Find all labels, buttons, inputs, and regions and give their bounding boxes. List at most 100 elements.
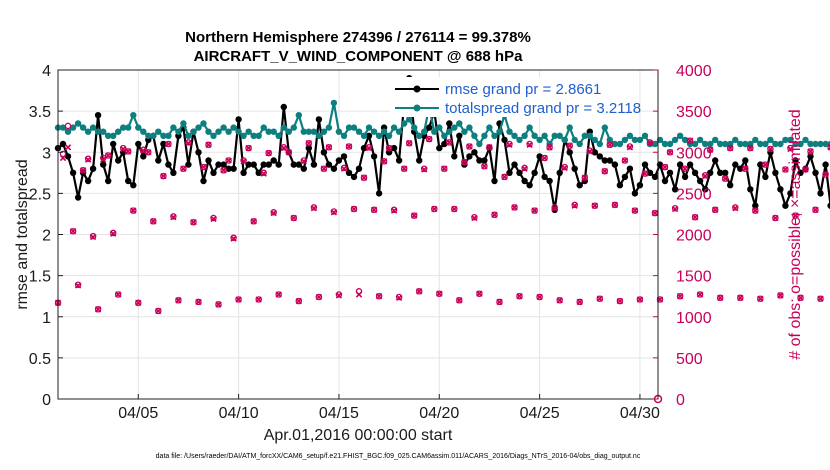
obs-possible-point <box>405 139 413 147</box>
rmse-point <box>115 157 122 164</box>
obs-possible-point <box>526 140 533 148</box>
totalspread-point <box>105 132 112 139</box>
obs-assimilated-point <box>160 172 167 180</box>
rmse-point <box>591 149 598 156</box>
rmse-point <box>110 140 117 148</box>
totalspread-point <box>596 140 603 148</box>
obs-assimilated-point <box>461 158 468 166</box>
rmse-point <box>762 173 769 181</box>
obs-possible-point <box>721 175 729 182</box>
rmse-point <box>185 161 192 168</box>
rmse-point <box>752 202 759 209</box>
obs-possible-point <box>89 232 97 240</box>
legend-background <box>390 77 630 117</box>
obs-possible-point <box>395 293 403 301</box>
obs-possible-point <box>114 291 122 298</box>
totalspread-point <box>486 124 493 131</box>
rmse-point <box>270 157 277 164</box>
rmse-point <box>310 161 318 168</box>
obs-assimilated-point <box>320 165 328 172</box>
obs-possible-point <box>109 229 117 237</box>
obs-assimilated-point <box>140 147 147 154</box>
obs-possible-point <box>747 144 754 152</box>
totalspread-point <box>782 136 789 144</box>
obs-assimilated-point <box>240 158 247 165</box>
obs-assimilated-point <box>792 212 799 219</box>
totalspread-point <box>150 132 157 139</box>
legend-rmse-marker <box>413 85 421 93</box>
totalspread-point <box>822 140 829 148</box>
totalspread-point <box>641 132 649 139</box>
obs-assimilated-point <box>195 298 202 306</box>
obs-possible-point <box>230 234 237 242</box>
obs-assimilated-point <box>611 201 619 209</box>
obs-assimilated-point <box>681 165 689 172</box>
obs-possible-point <box>275 291 282 298</box>
rmse-point <box>105 177 112 185</box>
rmse-point <box>696 177 704 185</box>
obs-possible-point <box>385 144 393 152</box>
rmse-point <box>225 165 232 172</box>
y-left-tick-label: 0 <box>42 392 51 409</box>
rmse-point <box>295 161 302 168</box>
obs-possible-point <box>601 167 609 175</box>
totalspread-point <box>511 132 518 139</box>
obs-assimilated-point <box>340 165 348 172</box>
obs-assimilated-point <box>757 295 764 302</box>
y-right-tick-label: 4000 <box>676 63 712 80</box>
rmse-point <box>74 194 82 201</box>
totalspread-point <box>421 128 428 135</box>
obs-assimilated-point <box>180 165 187 172</box>
obs-possible-point <box>511 204 518 211</box>
obs-possible-point <box>84 155 92 163</box>
totalspread-point <box>691 140 699 148</box>
totalspread-point <box>551 132 558 139</box>
obs-assimilated-point <box>822 171 829 178</box>
rmse-point <box>436 144 443 152</box>
rmse-point <box>125 177 132 185</box>
rmse-point <box>812 169 819 176</box>
rmse-point <box>205 157 212 164</box>
totalspread-point <box>787 136 794 144</box>
totalspread-point <box>205 128 212 135</box>
obs-possible-point <box>280 144 288 151</box>
obs-possible-point <box>666 149 674 156</box>
obs-assimilated-point <box>752 207 759 214</box>
obs-possible-point <box>425 135 433 143</box>
totalspread-point <box>200 120 207 127</box>
obs-assimilated-point <box>155 307 162 315</box>
rmse-point <box>245 161 252 168</box>
totalspread-point <box>631 136 639 144</box>
obs-possible-point <box>94 306 102 313</box>
rmse-point <box>325 161 333 168</box>
totalspread-point <box>531 132 538 139</box>
rmse-point <box>506 169 513 176</box>
obs-assimilated-point <box>651 209 659 217</box>
obs-assimilated-point <box>676 293 684 300</box>
totalspread-point <box>606 136 613 144</box>
rmse-point <box>84 177 92 185</box>
x-tick-label: 04/20 <box>419 405 459 422</box>
obs-assimilated-point <box>416 288 423 295</box>
y-right-tick-label: 0 <box>676 392 685 409</box>
obs-assimilated-point <box>772 214 779 222</box>
obs-assimilated-point <box>551 205 558 212</box>
rmse-point <box>732 161 739 168</box>
rmse-point <box>501 136 508 144</box>
obs-assimilated-point <box>170 214 177 221</box>
obs-possible-point <box>481 162 488 170</box>
obs-assimilated-point <box>79 167 87 174</box>
totalspread-point <box>365 124 373 131</box>
rmse-point <box>481 157 488 164</box>
totalspread-point <box>752 136 759 144</box>
totalspread-point <box>350 124 358 131</box>
obs-assimilated-point <box>225 157 232 164</box>
totalspread-point <box>270 128 277 135</box>
x-axis-label: Apr.01,2016 00:00:00 start <box>264 427 453 444</box>
obs-assimilated-point <box>380 158 388 165</box>
obs-possible-point <box>471 213 478 221</box>
rmse-point <box>787 190 794 197</box>
obs-possible-point <box>541 154 548 162</box>
rmse-point <box>727 182 734 189</box>
obs-possible-point <box>325 144 333 151</box>
